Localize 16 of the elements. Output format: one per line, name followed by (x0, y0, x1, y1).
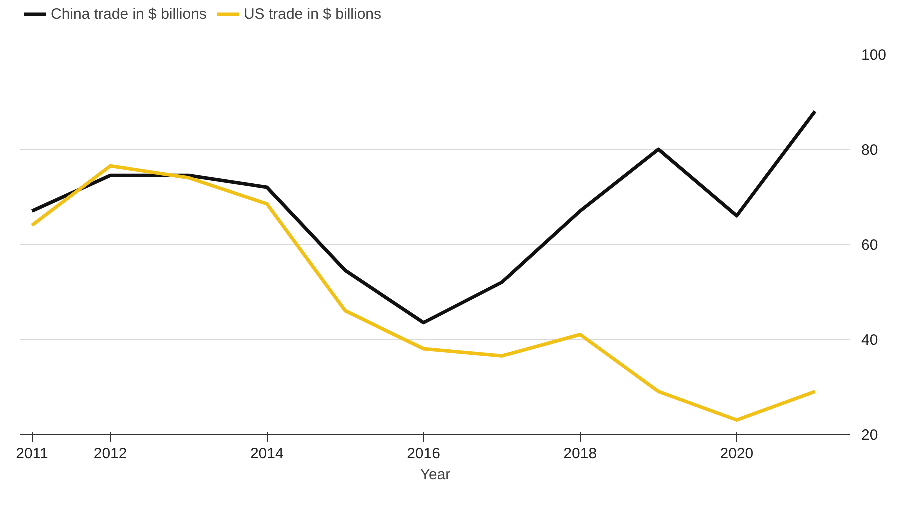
y-tick-label: 80 (862, 142, 878, 159)
x-tick-label: 2011 (16, 446, 48, 462)
x-axis-title: Year (420, 466, 451, 484)
y-tick-label: 60 (862, 237, 878, 254)
y-tick-label: 40 (862, 332, 878, 349)
x-tick-label: 2018 (564, 446, 598, 462)
y-tick-label: 100 (862, 47, 887, 64)
y-tick-label: 20 (862, 427, 878, 444)
x-tick-label: 2016 (407, 446, 440, 462)
line-series (30, 164, 818, 422)
x-tick-label: 2012 (94, 446, 128, 462)
legend-label: China trade in $ billions (51, 6, 207, 22)
x-tick-label: 2014 (250, 446, 284, 462)
line-series (30, 110, 818, 325)
legend-label: US trade in $ billions (244, 6, 382, 22)
x-tick-label: 2020 (720, 446, 754, 462)
